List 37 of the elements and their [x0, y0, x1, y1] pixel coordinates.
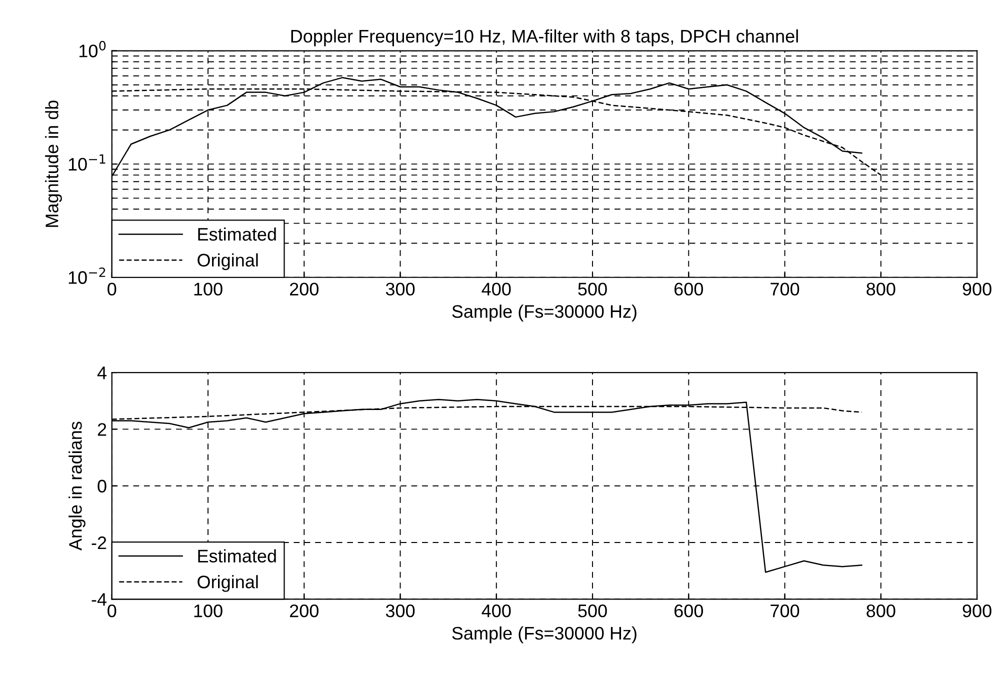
x-tick-label: 900: [962, 604, 992, 618]
x-tick-label: 900: [962, 282, 992, 296]
x-tick-label: 300: [386, 282, 415, 296]
x-tick-label: 500: [578, 282, 607, 296]
x-tick-label: 300: [386, 604, 415, 618]
y-axis-title: Angle in radians: [68, 422, 86, 551]
y-tick-label: 10$^{−2}$: [68, 267, 106, 284]
x-tick-label: 200: [290, 282, 318, 296]
x-tick-label: 800: [866, 604, 896, 618]
x-axis-title: Sample (Fs=30000 Hz): [452, 304, 636, 322]
legend-label: Estimated: [198, 549, 276, 562]
y-tick-label: 2: [98, 423, 106, 436]
x-tick-label: 600: [674, 282, 703, 296]
x-tick-label: 700: [770, 282, 800, 296]
legend-label: Original: [198, 575, 258, 592]
x-tick-label: 0: [108, 282, 116, 296]
x-tick-label: 700: [770, 604, 800, 618]
y-tick-label: 4: [97, 366, 106, 380]
x-tick-label: 200: [290, 604, 318, 618]
x-tick-label: 100: [194, 282, 222, 296]
x-axis-title: Sample (Fs=30000 Hz): [452, 626, 636, 644]
y-tick-label: 10$^{−1}$: [68, 154, 106, 171]
x-tick-label: 0: [108, 604, 116, 618]
x-tick-label: 400: [482, 604, 511, 618]
legend-label: Estimated: [198, 227, 276, 241]
chart-title: Doppler Frequency=10 Hz, MA-filter with 8 taps, DPCH channel: [291, 29, 798, 46]
x-tick-label: 400: [482, 282, 511, 296]
x-tick-label: 100: [194, 604, 222, 618]
y-tick-label: 10$^{0}$: [80, 40, 106, 58]
y-tick-label: 0: [98, 480, 106, 493]
y-tick-label: -4: [92, 593, 106, 606]
y-axis-title: Magnitude in db: [45, 100, 62, 227]
x-tick-label: 500: [578, 604, 607, 618]
x-tick-label: 800: [866, 282, 896, 296]
legend-label: Original: [198, 253, 258, 270]
y-tick-label: -2: [92, 536, 106, 550]
x-tick-label: 600: [674, 604, 703, 618]
